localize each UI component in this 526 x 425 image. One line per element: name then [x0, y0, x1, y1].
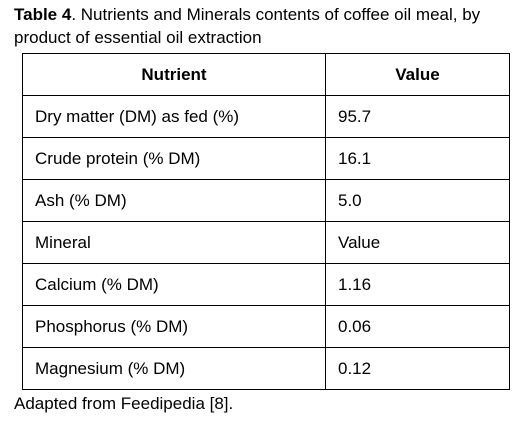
table-cell: 1.16	[325, 263, 510, 306]
table-cell: Crude protein (% DM)	[22, 137, 326, 180]
table-cell: Value	[325, 221, 510, 264]
table-row: Magnesium (% DM) 0.12	[22, 347, 510, 390]
table-cell: 95.7	[325, 95, 510, 138]
table-row: Mineral Value	[22, 221, 510, 264]
table-row: Crude protein (% DM) 16.1	[22, 137, 510, 180]
table-cell: Dry matter (DM) as fed (%)	[22, 95, 326, 138]
table-cell: Ash (% DM)	[22, 179, 326, 222]
table-cell: Calcium (% DM)	[22, 263, 326, 306]
table-cell: Mineral	[22, 221, 326, 264]
table-cell: 16.1	[325, 137, 510, 180]
table-cell: Phosphorus (% DM)	[22, 305, 326, 348]
table-body: Dry matter (DM) as fed (%) 95.7 Crude prot…	[22, 95, 510, 390]
table-row: Dry matter (DM) as fed (%) 95.7	[22, 95, 510, 138]
caption-label: Table 4	[14, 5, 72, 24]
table-cell: 5.0	[325, 179, 510, 222]
table-cell: 0.06	[325, 305, 510, 348]
table-row: Phosphorus (% DM) 0.06	[22, 305, 510, 348]
table-cell: 0.12	[325, 347, 510, 390]
header-row: Nutrient Value	[22, 53, 510, 96]
table-row: Calcium (% DM) 1.16	[22, 263, 510, 306]
caption-text: . Nutrients and Minerals contents of cof…	[14, 5, 481, 47]
caption: Table 4. Nutrients and Minerals contents…	[14, 3, 524, 49]
table-row: Ash (% DM) 5.0	[22, 179, 510, 222]
header-cell: Value	[325, 53, 510, 96]
footnote: Adapted from Feedipedia [8].	[14, 394, 234, 413]
table: Nutrient Value Dry matter (DM) as fed (%…	[22, 53, 510, 390]
header-cell: Nutrient	[22, 53, 326, 96]
table-cell: Magnesium (% DM)	[22, 347, 326, 390]
